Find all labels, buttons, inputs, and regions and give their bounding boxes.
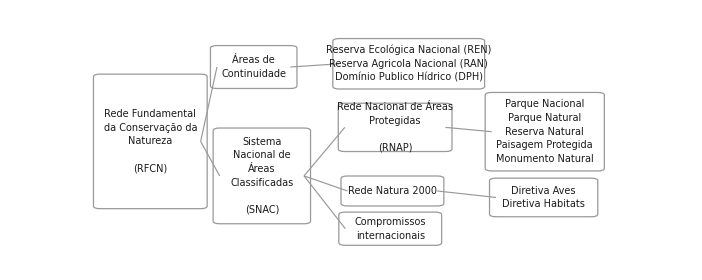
FancyBboxPatch shape <box>333 39 484 89</box>
FancyBboxPatch shape <box>485 92 604 171</box>
FancyBboxPatch shape <box>338 103 452 151</box>
FancyBboxPatch shape <box>489 178 598 217</box>
Text: Parque Nacional
Parque Natural
Reserva Natural
Paisagem Protegida
Monumento Natu: Parque Nacional Parque Natural Reserva N… <box>496 99 594 164</box>
FancyBboxPatch shape <box>93 74 207 209</box>
Text: Sistema
Nacional de
Áreas
Classificadas

(SNAC): Sistema Nacional de Áreas Classificadas … <box>230 137 293 215</box>
Text: Áreas de
Continuidade: Áreas de Continuidade <box>221 55 286 79</box>
FancyBboxPatch shape <box>213 128 310 224</box>
FancyBboxPatch shape <box>211 46 297 88</box>
Text: Rede Natura 2000: Rede Natura 2000 <box>348 186 437 196</box>
FancyBboxPatch shape <box>341 176 444 206</box>
Text: Rede Fundamental
da Conservação da
Natureza

(RFCN): Rede Fundamental da Conservação da Natur… <box>104 109 197 174</box>
Text: Diretiva Aves
Diretiva Habitats: Diretiva Aves Diretiva Habitats <box>502 186 585 209</box>
Text: Compromissos
internacionais: Compromissos internacionais <box>355 217 426 241</box>
FancyBboxPatch shape <box>339 212 442 245</box>
Text: Rede Nacional de Áreas
Protegidas

(RNAP): Rede Nacional de Áreas Protegidas (RNAP) <box>337 102 453 153</box>
Text: Reserva Ecológica Nacional (REN)
Reserva Agricola Nacional (RAN)
Domínio Publico: Reserva Ecológica Nacional (REN) Reserva… <box>326 45 491 83</box>
